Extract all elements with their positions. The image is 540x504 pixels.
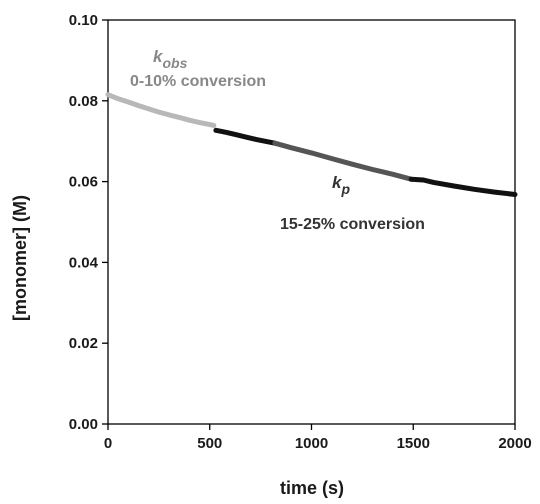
annotation-kobs-text: 0-10% conversion <box>130 73 266 90</box>
y-tick-label: 0.06 <box>69 174 98 191</box>
y-tick-label: 0.10 <box>69 12 98 29</box>
series-lines <box>105 92 518 197</box>
annotation-kobs: kobs 0-10% conversion <box>130 47 266 90</box>
series-line-1 <box>105 92 217 128</box>
y-tick-label: 0.00 <box>69 416 98 433</box>
x-axis-title: time (s) <box>280 478 344 498</box>
x-tick-label: 2000 <box>498 435 531 452</box>
annotation-kp-symbol: k <box>332 173 343 192</box>
y-tick-label: 0.04 <box>69 254 99 271</box>
annotation-kp: kp 15-25% conversion <box>280 173 425 233</box>
svg-text:kp: kp <box>332 173 350 197</box>
y-axis-title: [monomer] (M) <box>10 195 30 321</box>
x-tick-label: 1000 <box>295 435 328 452</box>
annotation-kobs-symbol: k <box>153 47 164 66</box>
series-line-4 <box>408 176 518 197</box>
series-line-2 <box>213 127 278 146</box>
annotation-kp-text: 15-25% conversion <box>280 216 425 233</box>
y-tick-label: 0.08 <box>69 93 98 110</box>
y-tick-label: 0.02 <box>69 335 98 352</box>
axis-ticks: 0 500 1000 1500 2000 0.00 0.02 0.04 0.06 0.08 0.10 <box>69 12 532 452</box>
x-tick-label: 500 <box>197 435 222 452</box>
annotation-kp-subscript: p <box>340 181 350 197</box>
svg-text:kobs: kobs <box>153 47 188 71</box>
x-tick-label: 1500 <box>397 435 430 452</box>
annotation-kobs-subscript: obs <box>162 55 187 71</box>
x-tick-label: 0 <box>104 435 112 452</box>
series-line-3 <box>272 140 414 182</box>
